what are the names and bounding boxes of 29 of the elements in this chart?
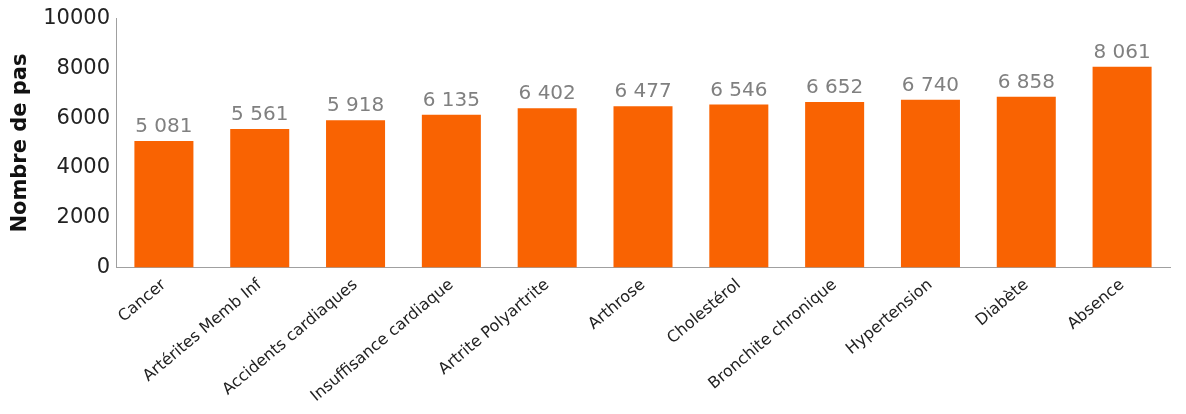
bar <box>996 96 1056 268</box>
data-label: 6 652 <box>806 74 864 99</box>
bar <box>900 99 960 268</box>
y-tick-label: 0 <box>96 253 110 278</box>
data-label: 5 561 <box>231 101 289 126</box>
data-label: 6 402 <box>518 80 576 105</box>
data-label: 6 740 <box>901 71 960 96</box>
y-axis-title: Nombre de pas <box>7 53 32 233</box>
data-label: 6 135 <box>422 86 480 111</box>
bar <box>613 106 673 268</box>
data-label: 5 918 <box>326 92 385 117</box>
bar <box>230 129 290 268</box>
data-label: 6 477 <box>614 78 672 103</box>
bar <box>805 101 865 268</box>
bar <box>326 120 386 268</box>
data-label: 5 081 <box>135 113 193 138</box>
data-label: 6 546 <box>710 76 768 101</box>
bar <box>421 114 481 268</box>
bar <box>517 108 577 268</box>
data-label: 8 061 <box>1093 39 1151 64</box>
y-tick-label: 6000 <box>56 104 110 129</box>
y-tick-label: 8000 <box>56 54 110 79</box>
y-tick-label: 4000 <box>56 154 110 179</box>
bar <box>709 104 769 268</box>
y-tick-label: 2000 <box>56 204 110 229</box>
bar <box>1092 66 1152 268</box>
data-label: 6 858 <box>997 68 1055 93</box>
y-tick-label: 10000 <box>43 5 110 30</box>
bar <box>134 141 194 268</box>
